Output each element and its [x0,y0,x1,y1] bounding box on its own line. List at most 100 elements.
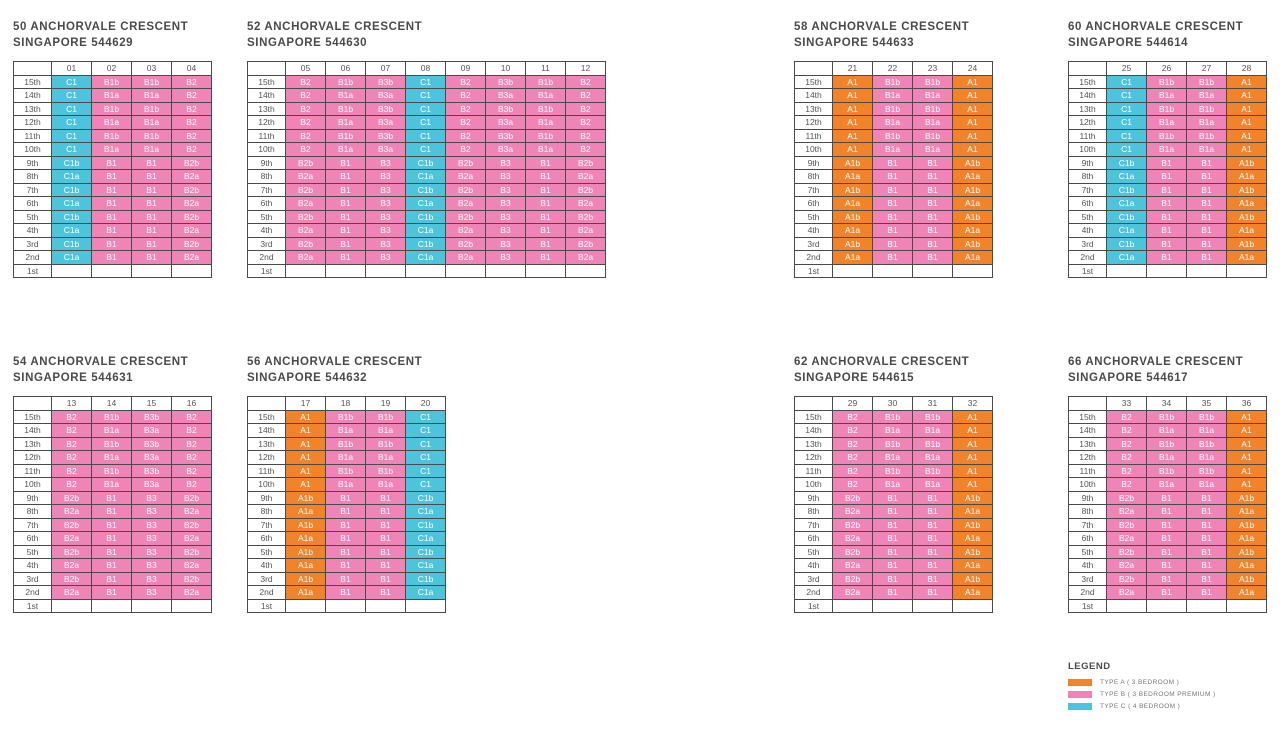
block-heading: 60 ANCHORVALE CRESCENT SINGAPORE 544614 [1068,19,1267,51]
unit-type-cell: B2 [832,477,873,492]
unit-type-cell: B3b [131,436,172,451]
unit-number: 26 [1146,61,1187,76]
empty-cell [1186,263,1227,278]
unit-type-cell: B1a [1186,142,1227,157]
unit-type-cell: C1b [1106,182,1147,197]
unit-type-cell: B2 [1106,463,1147,478]
floor-label: 5th [13,544,52,559]
unit-type-cell: B3 [365,169,406,184]
floor-label: 6th [13,196,52,211]
unit-type-cell: B1a [1186,115,1227,130]
floor-label: 13th [794,436,833,451]
unit-type-cell: B1b [325,463,366,478]
unit-type-cell: A1b [1226,182,1267,197]
unit-type-cell: B3b [131,409,172,424]
unit-type-cell: B1 [325,544,366,559]
unit-type-cell: B1a [131,115,172,130]
unit-type-cell: C1a [51,196,92,211]
legend: LEGEND TYPE A ( 3 BEDROOM ) TYPE B ( 3 B… [1068,661,1216,712]
empty-cell [1146,263,1187,278]
unit-type-cell: B1b [91,436,132,451]
unit-type-cell: B1b [872,436,913,451]
unit-type-cell: B2b [1106,517,1147,532]
unit-type-cell: B3 [365,182,406,197]
unit-type-cell: B1b [365,463,406,478]
unit-type-cell: A1a [1226,504,1267,519]
floor-label: 14th [13,423,52,438]
block-address: 50 ANCHORVALE CRESCENT [13,21,189,33]
unit-type-cell: B1b [91,74,132,89]
unit-type-cell: B2a [171,169,212,184]
unit-type-cell: B1 [1186,571,1227,586]
unit-number: 11 [525,61,566,76]
floor-row: 1st [794,263,993,278]
unit-header-row: 01 02 03 04 [13,61,212,76]
unit-type-cell: C1a [405,223,446,238]
unit-type-cell: A1a [952,558,993,573]
unit-type-cell: B1a [1146,450,1187,465]
floor-row: 15th A1 B1b B1b C1 [247,409,446,424]
unit-type-cell: B1 [365,585,406,600]
unit-type-cell: A1a [1226,169,1267,184]
unit-type-cell: C1 [405,477,446,492]
unit-type-cell: B2b [171,182,212,197]
unit-type-cell: B1a [912,142,953,157]
unit-type-cell: A1 [285,436,326,451]
unit-type-cell: B1 [912,169,953,184]
floor-label: 14th [13,88,52,103]
unit-type-cell: A1a [952,504,993,519]
floor-row: 1st [794,598,993,613]
unit-type-cell: A1b [1226,571,1267,586]
unit-type-cell: C1 [1106,128,1147,143]
unit-type-cell: B1b [91,128,132,143]
floor-row: 3rd C1b B1 B1 B2b [13,236,212,251]
unit-type-cell: B1a [872,88,913,103]
unit-type-cell: A1b [952,544,993,559]
empty-cell [912,263,953,278]
floor-label: 8th [247,504,286,519]
unit-type-cell: A1 [952,477,993,492]
unit-type-cell: C1b [405,182,446,197]
floor-label: 12th [247,450,286,465]
unit-type-cell: B1b [525,128,566,143]
floor-label: 3rd [247,236,286,251]
block-heading: 66 ANCHORVALE CRESCENT SINGAPORE 544617 [1068,354,1267,386]
empty-cell [445,263,486,278]
floor-row: 12th B2 B1a B1a A1 [1068,450,1267,465]
floor-label: 13th [13,436,52,451]
floor-label: 4th [247,558,286,573]
unit-type-cell: A1 [285,409,326,424]
floor-row: 8th B2a B1 B3 B2a [13,504,212,519]
floor-row: 14th C1 B1a B1a A1 [1068,88,1267,103]
unit-type-cell: B1b [912,463,953,478]
unit-type-cell: B1b [1146,436,1187,451]
floor-row: 9th B2b B1 B1 A1b [1068,490,1267,505]
unit-type-cell: B2b [1106,544,1147,559]
unit-type-cell: C1b [51,182,92,197]
unit-type-cell: B1 [325,517,366,532]
unit-type-cell: B2a [565,250,606,265]
unit-type-cell: B2 [1106,436,1147,451]
unit-type-cell: B2b [1106,571,1147,586]
unit-type-cell: B1b [872,74,913,89]
floor-label: 5th [1068,544,1107,559]
unit-type-cell: B1 [1186,544,1227,559]
legend-swatch-type-c [1068,702,1092,710]
unit-number: 31 [912,396,953,411]
unit-type-cell: B1b [872,101,913,116]
unit-type-cell: B2b [171,155,212,170]
unit-type-cell: B1 [131,209,172,224]
unit-type-cell: B2b [171,517,212,532]
empty-cell [171,598,212,613]
block-address: 56 ANCHORVALE CRESCENT [247,356,423,368]
floor-row: 11th B2 B1b B3b B2 [13,463,212,478]
floor-label: 10th [1068,477,1107,492]
unit-type-cell: B2a [565,169,606,184]
unit-type-cell: C1 [405,423,446,438]
floor-label: 8th [1068,504,1107,519]
floor-row: 9th C1b B1 B1 A1b [1068,155,1267,170]
floor-row: 8th C1a B1 B1 A1a [1068,169,1267,184]
floor-row: 14th B2 B1a B3a B2 [13,423,212,438]
floor-label: 12th [1068,450,1107,465]
floor-label: 5th [794,544,833,559]
